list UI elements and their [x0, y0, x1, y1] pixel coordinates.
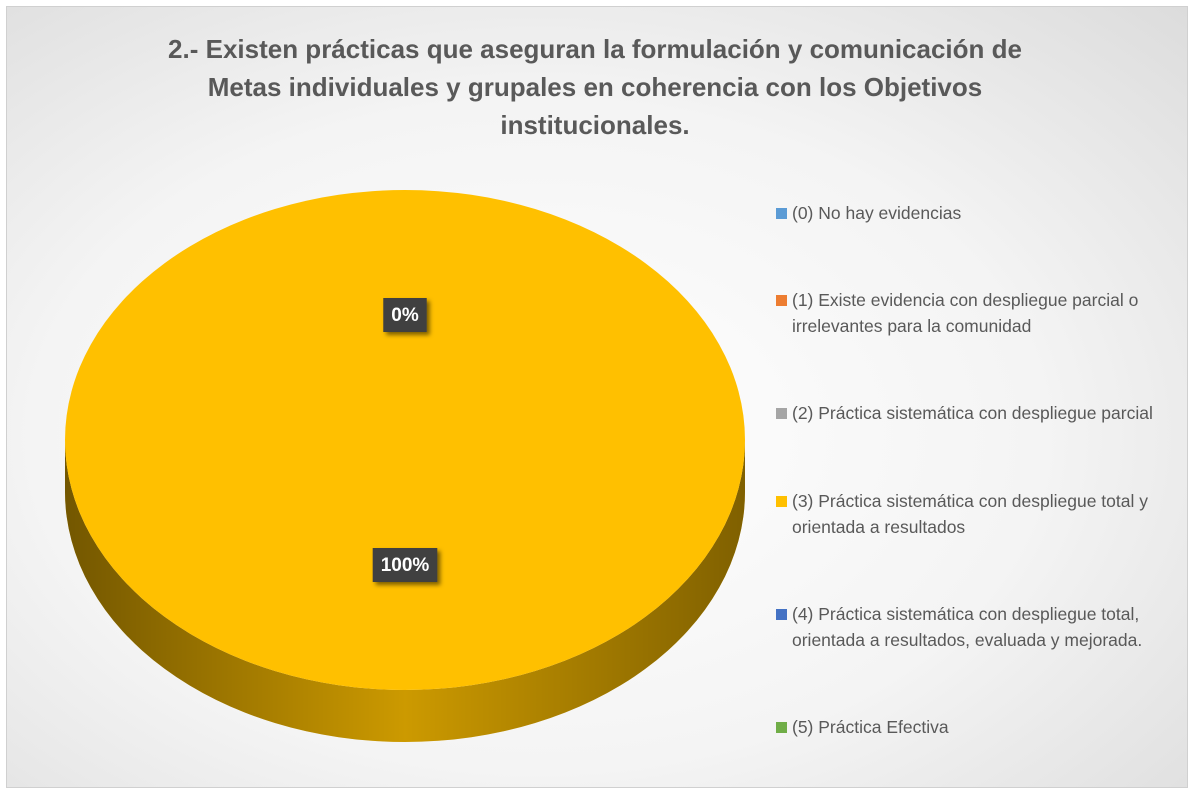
chart-title: 2.- Existen prácticas que aseguran la fo…: [168, 34, 1022, 140]
legend-label: (5) Práctica Efectiva: [792, 716, 949, 737]
legend-label: (1) Existe evidencia con despliegue parc…: [792, 290, 1139, 337]
data-label-box: [372, 548, 438, 582]
legend-swatch: [776, 208, 787, 219]
data-label-text: 0%: [391, 305, 419, 326]
legend-item: (1) Existe evidencia con despliegue parc…: [776, 287, 1168, 339]
slice-side-shade: [65, 440, 745, 742]
legend-swatch: [776, 408, 787, 420]
legend-label: (4) Práctica sistemática con despliegue …: [792, 603, 1143, 650]
data-label: 0%: [383, 298, 427, 332]
legend-item: (5) Práctica Efectiva: [776, 714, 1168, 740]
data-label: 100%: [372, 548, 438, 582]
legend-label: (0) No hay evidencias: [792, 203, 962, 223]
legend-item: (2) Práctica sistemática con despliegue …: [776, 400, 1168, 426]
data-label-box: [383, 298, 427, 332]
legend-item: (0) No hay evidencias: [776, 200, 1168, 226]
legend-item: (3) Práctica sistemática con despliegue …: [776, 488, 1168, 540]
legend-swatch: [776, 721, 787, 733]
legend-label: (3) Práctica sistemática con despliegue …: [792, 490, 1148, 537]
slice: [65, 190, 745, 690]
legend-swatch: [776, 295, 787, 307]
legend-label: (2) Práctica sistemática con despliegue …: [792, 403, 1153, 424]
legend-swatch: [776, 608, 787, 620]
legend-swatch: [776, 495, 787, 507]
legend: (0) No hay evidencias (1) Existe evidenci…: [776, 200, 1168, 740]
legend-item: (4) Práctica sistemática con despliegue …: [776, 601, 1168, 653]
data-label-text: 100%: [381, 555, 430, 576]
